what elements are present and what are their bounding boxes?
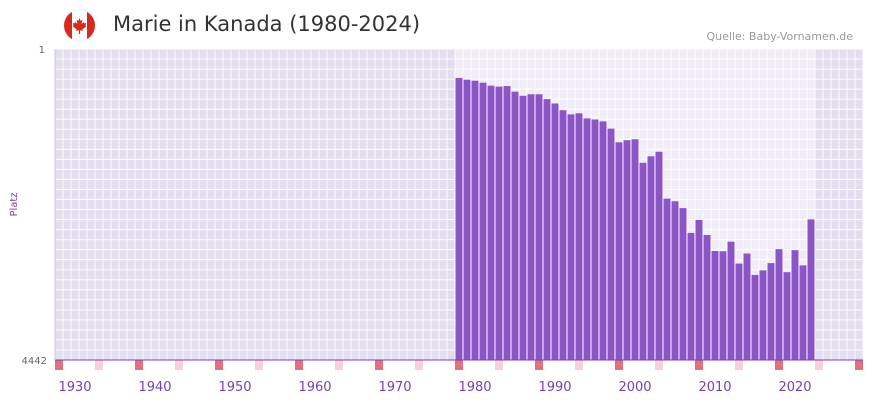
- bar: [623, 140, 631, 360]
- half-decade-marker: [95, 360, 103, 370]
- half-decade-marker: [735, 360, 743, 370]
- decade-marker: [295, 360, 303, 370]
- bar: [647, 156, 655, 360]
- bar: [727, 241, 735, 360]
- bar: [551, 103, 559, 360]
- bar: [463, 79, 471, 361]
- bar: [527, 94, 535, 361]
- bar: [743, 253, 751, 360]
- bar-series: [455, 77, 815, 361]
- bar: [607, 128, 615, 360]
- x-tick-label: 1960: [298, 380, 331, 395]
- bar: [583, 118, 591, 361]
- bar: [663, 198, 671, 360]
- bar: [543, 99, 551, 360]
- x-tick-label: 2010: [698, 380, 731, 395]
- bar: [695, 219, 703, 360]
- half-decade-marker: [655, 360, 663, 370]
- bar: [487, 85, 495, 360]
- bar: [735, 263, 743, 360]
- x-tick-label: 2000: [618, 380, 651, 395]
- x-tick-label: 1990: [538, 380, 571, 395]
- decade-marker: [455, 360, 463, 370]
- page-title: Marie in Kanada (1980-2024): [113, 12, 421, 36]
- half-decade-marker: [335, 360, 343, 370]
- bar: [631, 139, 639, 360]
- bar: [759, 270, 767, 360]
- bar: [791, 250, 799, 360]
- bar: [799, 265, 807, 360]
- bar: [767, 263, 775, 360]
- bar: [495, 86, 503, 361]
- half-decade-marker: [575, 360, 583, 370]
- bar: [639, 162, 647, 360]
- decade-marker: [135, 360, 143, 370]
- x-tick-label: 1950: [218, 380, 251, 395]
- decade-marker: [775, 360, 783, 370]
- bar: [575, 113, 583, 360]
- y-tick-label-top: 1: [39, 45, 45, 56]
- decade-markers: [55, 360, 863, 370]
- bar: [679, 208, 687, 360]
- bar: [519, 95, 527, 360]
- half-decade-marker: [175, 360, 183, 370]
- bar: [703, 235, 711, 360]
- x-tick-label: 1970: [378, 380, 411, 395]
- bar: [503, 86, 511, 361]
- half-decade-marker: [415, 360, 423, 370]
- bar: [511, 91, 519, 361]
- bar: [775, 249, 783, 360]
- y-axis-label: Platz: [9, 192, 20, 216]
- bar: [567, 114, 575, 360]
- bar: [535, 94, 543, 361]
- decade-marker: [55, 360, 63, 370]
- source-label: Quelle: Baby-Vornamen.de: [706, 30, 853, 43]
- decade-marker: [535, 360, 543, 370]
- bar: [591, 119, 599, 360]
- x-tick-label: 1940: [138, 380, 171, 395]
- bar: [783, 272, 791, 360]
- bar: [687, 232, 695, 360]
- decade-marker: [215, 360, 223, 370]
- decade-marker: [695, 360, 703, 370]
- bar: [615, 142, 623, 360]
- half-decade-marker: [495, 360, 503, 370]
- bar: [807, 219, 815, 360]
- decade-marker: [375, 360, 383, 370]
- decade-marker: [855, 360, 863, 370]
- bar: [719, 251, 727, 360]
- bar: [559, 110, 567, 361]
- decade-marker: [615, 360, 623, 370]
- bar: [655, 151, 663, 360]
- bar: [471, 80, 479, 360]
- x-tick-label: 1930: [58, 380, 91, 395]
- x-tick-label: 2020: [778, 380, 811, 395]
- x-tick-label: 1980: [458, 380, 491, 395]
- bar: [599, 121, 607, 360]
- y-tick-label-bottom: 4442: [22, 356, 47, 367]
- half-decade-marker: [255, 360, 263, 370]
- bar: [711, 251, 719, 360]
- bar: [751, 274, 759, 360]
- canada-flag-icon: [63, 9, 96, 42]
- bar: [671, 201, 679, 360]
- bar: [479, 82, 487, 361]
- half-decade-marker: [815, 360, 823, 370]
- bar: [455, 77, 463, 361]
